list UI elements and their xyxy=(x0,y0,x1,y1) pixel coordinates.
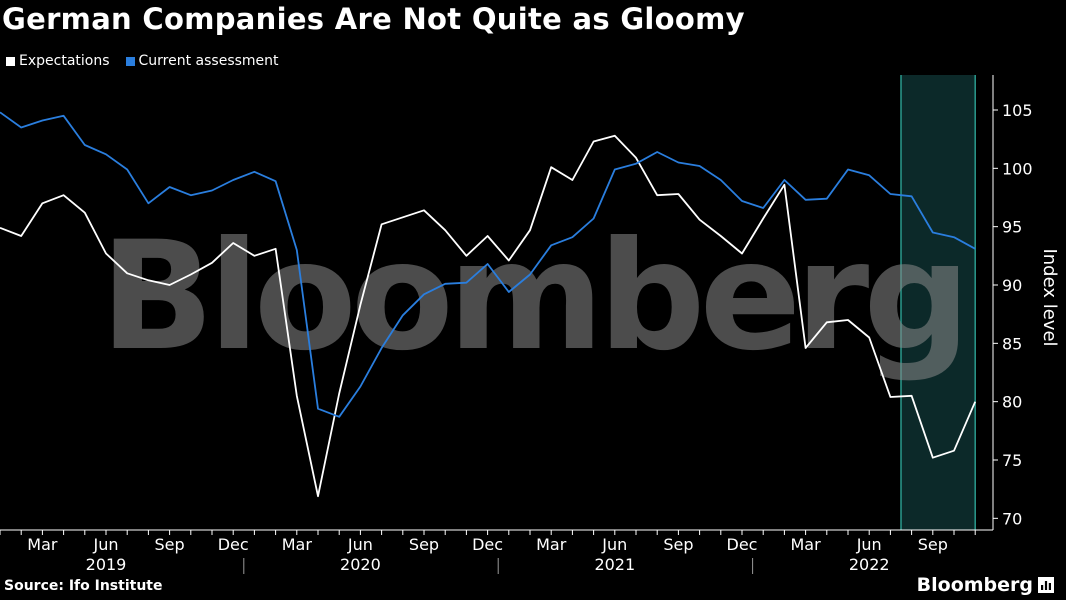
y-axis-title: Index level xyxy=(1039,248,1060,346)
y-tick-label: 70 xyxy=(1002,509,1022,528)
brand-text: Bloomberg xyxy=(916,574,1033,596)
y-tick-label: 85 xyxy=(1002,334,1022,353)
series-line-current-assessment xyxy=(0,111,976,418)
legend: Expectations Current assessment xyxy=(6,53,279,69)
axes-group: 70 75 80 85 90 95 100 105 Index level Mar Jun Sep De… xyxy=(0,75,1060,574)
x-tick-label: Dec xyxy=(472,535,503,554)
legend-item-expectations: Expectations xyxy=(6,53,110,69)
y-tick-label: 100 xyxy=(1002,159,1033,178)
legend-swatch-current-assessment xyxy=(125,56,135,66)
y-tick-label: 80 xyxy=(1002,393,1022,412)
brand-logo: Bloomberg xyxy=(917,574,1054,596)
x-tick-label: Sep xyxy=(155,535,185,554)
x-year-label: 2019 xyxy=(86,555,127,574)
x-tick-label: Sep xyxy=(663,535,693,554)
x-year-label: 2020 xyxy=(340,555,381,574)
x-tick-label: Mar xyxy=(27,535,58,554)
series-line-expectations xyxy=(0,134,977,498)
y-tick-label: 95 xyxy=(1002,218,1022,237)
x-tick-label: Sep xyxy=(918,535,948,554)
chart-title: German Companies Are Not Quite as Gloomy xyxy=(2,2,745,36)
x-tick-label: Dec xyxy=(727,535,758,554)
legend-label-expectations: Expectations xyxy=(19,53,110,69)
x-tick-label: Dec xyxy=(218,535,249,554)
source-note: Source: Ifo Institute xyxy=(4,578,163,594)
bar-chart-icon xyxy=(1038,577,1054,593)
y-tick-label: 90 xyxy=(1002,276,1022,295)
legend-label-current-assessment: Current assessment xyxy=(138,53,279,69)
x-tick-label: Mar xyxy=(282,535,313,554)
y-tick-label: 75 xyxy=(1002,451,1022,470)
x-tick-label: Jun xyxy=(347,535,373,554)
x-tick-label: Jun xyxy=(601,535,627,554)
legend-item-current-assessment: Current assessment xyxy=(125,53,279,69)
x-year-label: 2021 xyxy=(594,555,635,574)
x-year-label: 2022 xyxy=(849,555,890,574)
legend-swatch-expectations xyxy=(6,56,15,66)
x-tick-label: Jun xyxy=(856,535,882,554)
highlight-region xyxy=(901,75,976,530)
series-lines-group xyxy=(0,111,977,498)
x-tick-label: Jun xyxy=(93,535,119,554)
x-tick-label: Mar xyxy=(791,535,822,554)
x-tick-label: Mar xyxy=(536,535,567,554)
highlight-region-group xyxy=(900,75,976,530)
x-tick-label: Sep xyxy=(409,535,439,554)
y-tick-label: 105 xyxy=(1002,101,1033,120)
bloomberg-watermark: Bloomberg xyxy=(100,210,965,384)
